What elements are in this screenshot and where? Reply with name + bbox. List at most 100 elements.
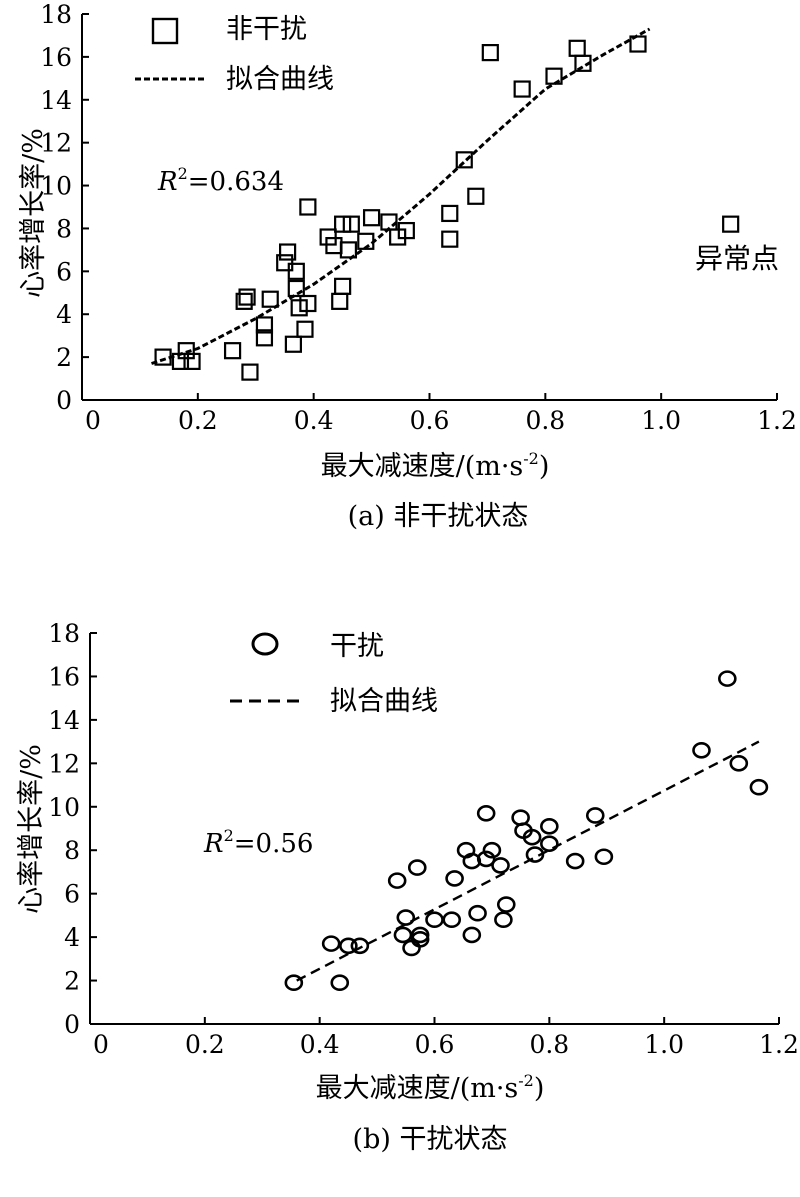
legend-label-fit: 拟合曲线 xyxy=(330,686,438,717)
y-tick-label: 16 xyxy=(40,43,72,72)
data-point xyxy=(522,828,542,846)
data-point xyxy=(565,852,585,870)
caption-a: (a) 非干扰状态 xyxy=(348,501,529,532)
axes-a: 0 2 4 6 8 10 12 14 16 18 0 0.2 0.4 0.6 0.8 1.0 1.2 xyxy=(40,0,797,435)
data-point xyxy=(467,187,485,205)
fit-line-b xyxy=(296,740,760,982)
data-point xyxy=(568,39,586,57)
data-point xyxy=(339,937,358,955)
data-point xyxy=(339,241,358,259)
x-tick-label: 0.6 xyxy=(415,1030,455,1059)
data-point xyxy=(594,848,614,866)
fit-curve xyxy=(151,27,651,365)
y-tick-label: 18 xyxy=(48,619,80,648)
r2-annotation-b: R2=0.56 xyxy=(203,826,313,859)
data-point xyxy=(397,221,415,240)
data-point xyxy=(357,232,375,250)
data-point xyxy=(441,230,459,248)
legend-b: 干扰 拟合曲线 xyxy=(230,631,438,717)
y-axis-title-a: 心率增长率/% xyxy=(18,128,49,298)
data-point xyxy=(223,342,242,360)
data-point xyxy=(362,209,381,227)
data-point xyxy=(331,292,349,310)
data-point xyxy=(290,299,308,317)
legend-marker-square xyxy=(151,17,179,45)
data-point xyxy=(468,904,487,922)
data-point xyxy=(255,316,274,334)
data-point xyxy=(442,911,462,929)
data-point xyxy=(574,54,592,72)
data-point xyxy=(511,809,530,826)
y-tick-label: 8 xyxy=(56,214,72,243)
y-tick-label: 4 xyxy=(56,300,72,329)
data-point xyxy=(261,290,279,308)
chart-b: 0 2 4 6 8 10 12 14 16 18 0 0.2 0.4 0.6 0.8 1.0 1.2 干扰 拟合… xyxy=(16,619,799,1155)
data-point xyxy=(445,870,464,887)
data-point xyxy=(299,198,317,216)
data-point xyxy=(330,974,350,992)
x-tick-label: 1.0 xyxy=(641,406,681,435)
data-point xyxy=(545,67,563,85)
data-point xyxy=(540,818,559,835)
data-point xyxy=(396,909,416,926)
legend-label-points: 非干扰 xyxy=(226,14,307,45)
x-axis-title-b: 最大减速度/(m·s-2) xyxy=(316,1071,545,1104)
data-point xyxy=(410,926,430,944)
data-point xyxy=(238,288,256,306)
data-point xyxy=(407,859,427,876)
y-tick-label: 0 xyxy=(56,386,72,415)
points-a xyxy=(154,35,740,381)
data-point xyxy=(287,279,305,298)
data-point xyxy=(279,243,297,261)
y-tick-label: 12 xyxy=(40,129,72,158)
y-tick-label: 18 xyxy=(40,0,72,29)
y-tick-label: 10 xyxy=(48,793,80,822)
y-tick-label: 0 xyxy=(64,1010,80,1039)
data-point xyxy=(299,294,317,313)
data-point xyxy=(513,80,531,98)
data-point xyxy=(525,846,545,863)
points-b xyxy=(284,670,769,992)
fit-curve xyxy=(296,740,760,982)
data-point xyxy=(284,974,304,992)
data-point xyxy=(476,804,496,822)
x-tick-label: 0.2 xyxy=(185,1030,225,1059)
y-tick-label: 16 xyxy=(48,662,80,691)
x-tick-label: 0.4 xyxy=(294,406,334,435)
y-tick-label: 2 xyxy=(64,967,80,996)
data-point xyxy=(387,872,407,889)
data-point xyxy=(177,342,195,360)
y-tick-label: 10 xyxy=(40,172,72,201)
data-point xyxy=(496,896,516,913)
data-point xyxy=(455,151,473,169)
x-tick-label: 0 xyxy=(93,1030,109,1059)
r2-annotation-a: R2=0.634 xyxy=(157,164,284,197)
data-point xyxy=(334,215,352,233)
y-tick-label: 14 xyxy=(40,86,72,115)
x-tick-label: 0.8 xyxy=(529,1030,569,1059)
data-point xyxy=(183,352,201,370)
caption-b: (b) 干扰状态 xyxy=(353,1124,508,1155)
x-axis-title-a: 最大减速度/(m·s-2) xyxy=(321,449,550,482)
y-axis-title-b: 心率增长率/% xyxy=(16,744,47,914)
data-point xyxy=(321,935,341,952)
outlier-annotation: 异常点 xyxy=(695,242,779,275)
data-point xyxy=(380,213,398,231)
data-point xyxy=(425,911,444,929)
data-point xyxy=(296,320,314,338)
x-tick-label: 1.2 xyxy=(759,1030,799,1059)
x-tick-label: 0 xyxy=(85,406,101,435)
data-point xyxy=(462,926,482,944)
y-tick-label: 2 xyxy=(56,343,72,372)
x-tick-label: 0.4 xyxy=(300,1030,340,1059)
x-tick-label: 0.2 xyxy=(178,406,218,435)
data-point xyxy=(482,841,502,859)
data-point xyxy=(402,939,421,957)
y-tick-label: 4 xyxy=(64,923,80,952)
y-tick-label: 6 xyxy=(56,257,72,286)
x-tick-label: 0.8 xyxy=(525,406,565,435)
data-point xyxy=(284,335,302,353)
data-point xyxy=(476,850,496,868)
data-point xyxy=(540,835,559,853)
fit-line-a xyxy=(151,27,651,365)
